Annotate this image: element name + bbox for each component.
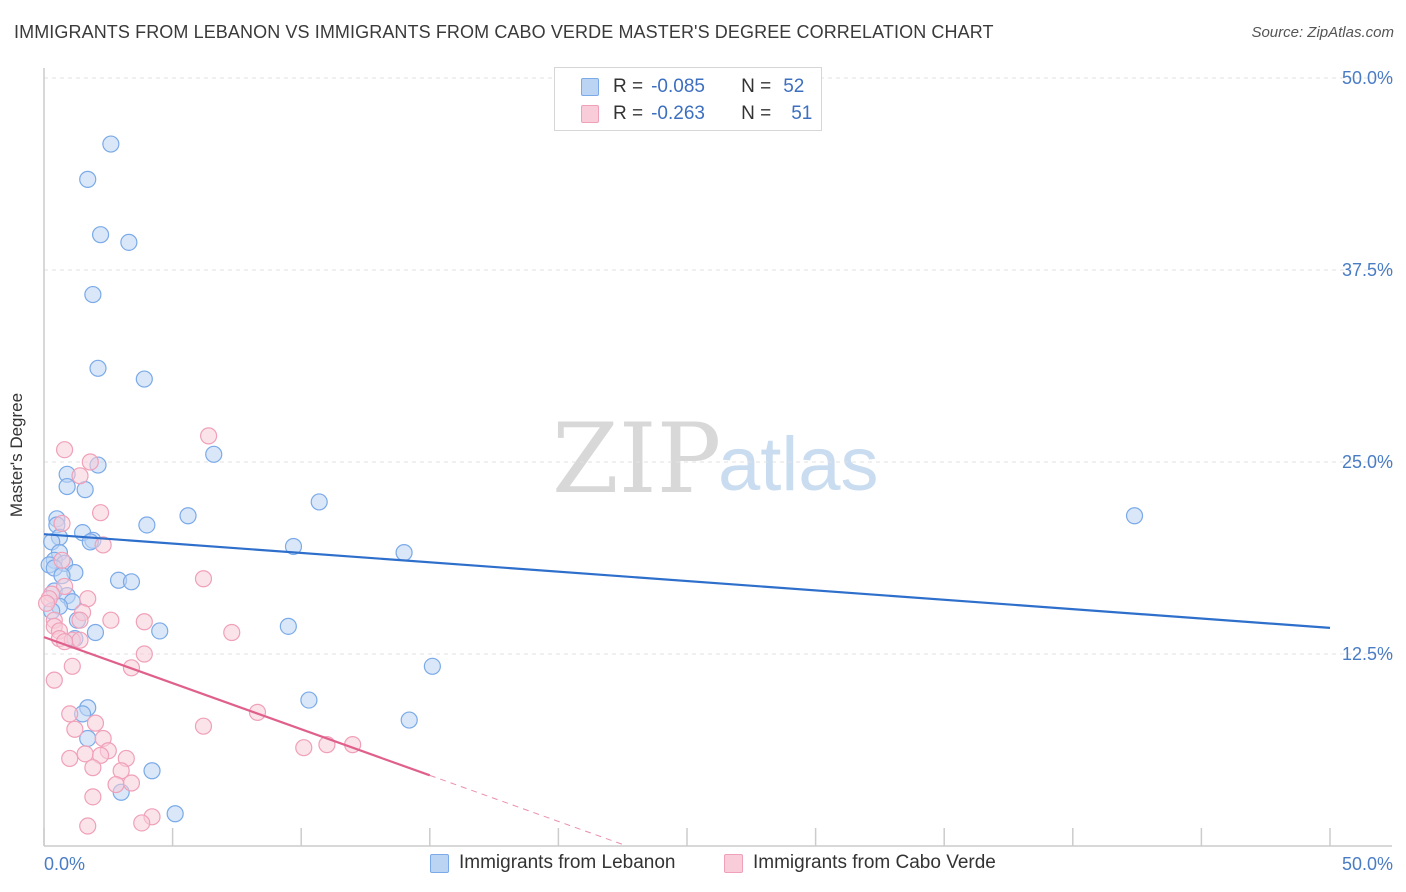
data-point xyxy=(423,657,441,675)
legend-item-lebanon: Immigrants from Lebanon xyxy=(430,852,676,874)
data-point xyxy=(248,703,267,721)
data-point xyxy=(194,570,213,588)
legend-swatch-cabo-verde xyxy=(724,853,743,873)
data-point xyxy=(45,671,63,689)
data-point xyxy=(284,537,303,556)
data-point xyxy=(120,233,138,251)
data-point xyxy=(205,445,223,463)
source-label: Source: ZipAtlas.com xyxy=(1251,24,1394,41)
data-point xyxy=(63,657,81,675)
data-point xyxy=(102,611,120,629)
series-legend: Immigrants from Lebanon Immigrants from … xyxy=(0,852,1406,878)
data-point xyxy=(84,285,102,304)
data-point xyxy=(71,467,89,485)
legend-r-value: -0.085 xyxy=(651,76,705,97)
y-tick-labels: 12.5% 25.0% 37.5% 50.0% xyxy=(1342,68,1393,664)
legend-n-value: 51 xyxy=(791,103,813,124)
data-point xyxy=(79,170,97,188)
data-point xyxy=(135,370,153,388)
trend-line xyxy=(43,533,1331,629)
data-point xyxy=(86,714,105,732)
x-tick-label: 50.0% xyxy=(1342,854,1393,874)
data-point xyxy=(135,645,153,663)
data-point xyxy=(400,711,418,729)
data-point xyxy=(194,717,213,735)
data-point xyxy=(223,623,241,642)
data-point xyxy=(310,493,328,511)
legend-label-lebanon: Immigrants from Lebanon xyxy=(459,852,676,873)
data-point xyxy=(295,739,313,757)
data-point xyxy=(279,617,297,635)
gridlines xyxy=(44,77,1392,655)
data-point xyxy=(89,359,107,377)
data-point xyxy=(81,453,99,471)
data-point xyxy=(94,536,112,554)
y-axis-label: Master's Degree xyxy=(7,392,26,518)
data-point xyxy=(107,775,125,794)
data-point xyxy=(37,594,56,612)
y-tick-label: 50.0% xyxy=(1342,68,1393,88)
x-tick-labels: 0.0% 50.0% xyxy=(44,854,1393,874)
legend-n-label: N = xyxy=(741,76,772,97)
data-point xyxy=(91,746,110,764)
data-point xyxy=(55,577,74,596)
data-point xyxy=(61,749,79,768)
data-point xyxy=(55,441,74,459)
y-tick-label: 25.0% xyxy=(1342,452,1393,472)
data-point xyxy=(395,544,413,562)
data-point xyxy=(200,427,218,445)
data-point xyxy=(133,814,151,832)
data-point xyxy=(102,135,120,153)
legend-n-label: N = xyxy=(741,103,772,124)
legend-swatch-lebanon xyxy=(430,853,449,873)
legend-row-lebanon: R = -0.085 N = 52 xyxy=(555,74,804,100)
data-point xyxy=(53,551,71,569)
data-point xyxy=(91,504,110,522)
data-point xyxy=(58,477,76,496)
data-point xyxy=(135,613,153,631)
data-point xyxy=(143,762,161,780)
axes xyxy=(43,68,1392,847)
legend-swatch-cabo-verde xyxy=(581,105,599,123)
data-point xyxy=(138,516,156,534)
y-tick-label: 37.5% xyxy=(1342,260,1393,280)
legend-r-label: R = xyxy=(613,103,644,124)
watermark-zip: ZIP xyxy=(552,403,721,515)
correlation-legend: R = -0.085 N = 52 R = -0.263 N = 51 xyxy=(554,67,822,131)
legend-row-cabo-verde: R = -0.263 N = 51 xyxy=(555,101,812,127)
legend-n-value: 52 xyxy=(783,76,805,97)
data-point xyxy=(84,788,102,806)
data-point xyxy=(151,622,169,640)
data-point xyxy=(91,226,110,244)
trend-lines xyxy=(43,533,1331,845)
data-point xyxy=(79,817,97,835)
watermark: ZIP atlas xyxy=(552,403,879,515)
data-point xyxy=(71,631,89,649)
data-point xyxy=(84,759,102,777)
data-point xyxy=(66,720,84,738)
legend-swatch-lebanon xyxy=(581,78,599,96)
data-point xyxy=(1125,507,1144,525)
data-point xyxy=(166,805,184,823)
legend-r-label: R = xyxy=(613,76,644,97)
chart-title: IMMIGRANTS FROM LEBANON VS IMMIGRANTS FR… xyxy=(14,22,994,42)
watermark-atlas: atlas xyxy=(718,422,879,507)
data-point xyxy=(61,705,79,723)
x-tick-label: 0.0% xyxy=(44,854,85,874)
data-point xyxy=(53,514,71,533)
data-point xyxy=(300,691,318,709)
data-point xyxy=(86,623,105,642)
trend-line-extrapolated xyxy=(429,774,623,845)
y-tick-label: 12.5% xyxy=(1342,644,1393,664)
trend-line xyxy=(43,636,431,777)
series-cabo-verde-points xyxy=(37,427,362,835)
legend-item-cabo-verde: Immigrants from Cabo Verde xyxy=(724,852,996,874)
legend-r-value: -0.263 xyxy=(651,103,705,124)
data-point xyxy=(122,774,141,792)
legend-label-cabo-verde: Immigrants from Cabo Verde xyxy=(753,852,996,873)
data-point xyxy=(71,611,89,629)
data-point xyxy=(122,573,141,591)
data-point xyxy=(179,507,197,525)
